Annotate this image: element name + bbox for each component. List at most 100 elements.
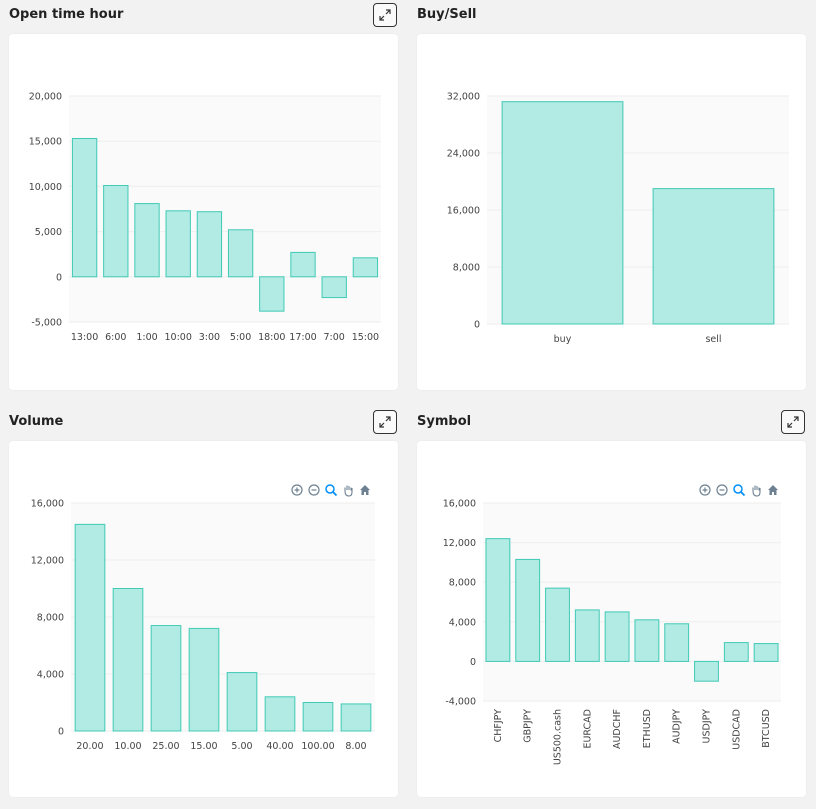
bar-USDCAD[interactable] — [723, 642, 749, 662]
bar-USDJPY[interactable] — [694, 660, 719, 682]
y-tick-label: 0 — [56, 272, 62, 283]
y-tick-label: 4,000 — [449, 617, 476, 628]
buysell-chart: 0 8,000 16,000 24,000 32,000 buy sell — [447, 92, 789, 345]
x-tick-label: 10:00 — [165, 332, 192, 343]
x-tick-label: 6:00 — [105, 332, 126, 343]
buysell-title: Buy/Sell — [417, 7, 477, 22]
y-tick-label: 5,000 — [35, 227, 62, 238]
y-tick-label: 8,000 — [453, 263, 480, 274]
buysell-card: 0 8,000 16,000 24,000 32,000 buy sell — [417, 34, 806, 390]
zoom-select-icon[interactable] — [732, 483, 746, 497]
bar-7:00[interactable] — [321, 276, 347, 299]
home-reset-icon[interactable] — [358, 483, 372, 497]
y-tick-label: 12,000 — [443, 538, 476, 549]
symbol-card: -4,000 0 4,000 8,000 12,000 16,000 CHFJPY GBPJP… — [417, 441, 806, 797]
bar-100.00[interactable] — [302, 702, 334, 732]
bar-10.00[interactable] — [112, 588, 144, 732]
bar-10:00[interactable] — [165, 210, 191, 278]
y-tick-label: 8,000 — [449, 578, 476, 589]
x-tick-label: 5:00 — [230, 332, 251, 343]
bar-5.00[interactable] — [226, 672, 258, 732]
bar-40.00[interactable] — [264, 696, 296, 732]
y-tick-label: 16,000 — [31, 499, 64, 510]
x-tick-label: USDCAD — [731, 709, 742, 750]
y-tick-label: -5,000 — [31, 318, 62, 329]
bar-17:00[interactable] — [290, 251, 316, 278]
expand-icon — [379, 9, 391, 21]
y-tick-label: 15,000 — [29, 137, 62, 148]
bar-ETHUSD[interactable] — [634, 619, 660, 662]
volume-title: Volume — [9, 414, 64, 429]
x-tick-label: 18:00 — [258, 332, 285, 343]
bar-EURCAD[interactable] — [574, 609, 600, 662]
y-tick-label: 24,000 — [447, 149, 480, 160]
volume-chart-toolbar — [290, 483, 372, 497]
symbol-title: Symbol — [417, 414, 472, 429]
x-tick-label: buy — [554, 334, 572, 345]
bar-18:00[interactable] — [259, 276, 285, 312]
x-tick-label: 1:00 — [136, 332, 157, 343]
x-tick-label: 5.00 — [231, 741, 252, 752]
open-time-title: Open time hour — [9, 7, 124, 22]
bar-AUDJPY[interactable] — [664, 623, 690, 662]
bar-13:00[interactable] — [71, 137, 98, 278]
pan-hand-icon[interactable] — [341, 483, 355, 497]
x-tick-label: 25.00 — [152, 741, 179, 752]
y-tick-label: 12,000 — [31, 556, 64, 567]
bar-BTCUSD[interactable] — [753, 643, 779, 662]
open-time-card: -5,000 0 5,000 10,000 15,000 20,000 13:00 6:00 1… — [9, 34, 398, 390]
x-tick-label: BTCUSD — [761, 709, 772, 748]
home-reset-icon[interactable] — [766, 483, 780, 497]
x-tick-label: 10.00 — [114, 741, 141, 752]
x-tick-label: 15:00 — [352, 332, 379, 343]
bar-8.00[interactable] — [340, 703, 372, 732]
bar-5:00[interactable] — [227, 229, 254, 278]
x-tick-label: 8.00 — [345, 741, 366, 752]
bar-6:00[interactable] — [103, 184, 129, 278]
x-tick-label: AUDCHF — [612, 709, 623, 749]
zoom-in-icon[interactable] — [698, 483, 712, 497]
bar-AUDCHF[interactable] — [604, 611, 630, 662]
pan-hand-icon[interactable] — [749, 483, 763, 497]
bar-3:00[interactable] — [196, 211, 223, 278]
bar-buy[interactable] — [501, 101, 624, 325]
zoom-select-icon[interactable] — [324, 483, 338, 497]
zoom-in-icon[interactable] — [290, 483, 304, 497]
y-tick-label: 32,000 — [447, 92, 480, 103]
expand-icon — [787, 416, 799, 428]
bar-1:00[interactable] — [134, 203, 160, 278]
x-tick-label: GBPJPY — [523, 709, 534, 743]
y-tick-label: 10,000 — [29, 182, 62, 193]
bar-US500.cash[interactable] — [545, 587, 570, 662]
y-tick-label: -4,000 — [445, 697, 476, 708]
bar-20.00[interactable] — [74, 523, 106, 732]
y-tick-label: 0 — [58, 727, 64, 738]
open-time-expand-button[interactable] — [373, 3, 397, 27]
open-time-chart: -5,000 0 5,000 10,000 15,000 20,000 13:00 6:00 1… — [29, 92, 381, 343]
y-tick-label: 20,000 — [29, 92, 62, 103]
bar-GBPJPY[interactable] — [515, 558, 541, 662]
volume-chart: 0 4,000 8,000 12,000 16,000 20.00 10.00 25.00 15… — [31, 499, 375, 752]
x-tick-label: 3:00 — [199, 332, 220, 343]
x-tick-label: USDJPY — [702, 709, 713, 744]
y-tick-label: 16,000 — [447, 206, 480, 217]
bar-sell[interactable] — [652, 188, 775, 325]
expand-icon — [379, 416, 391, 428]
volume-expand-button[interactable] — [373, 410, 397, 434]
x-tick-label: 15.00 — [190, 741, 217, 752]
zoom-out-icon[interactable] — [307, 483, 321, 497]
bar-15:00[interactable] — [352, 257, 379, 278]
zoom-out-icon[interactable] — [715, 483, 729, 497]
bar-25.00[interactable] — [150, 625, 182, 732]
y-tick-label: 8,000 — [37, 613, 64, 624]
bar-15.00[interactable] — [188, 627, 220, 732]
y-tick-label: 0 — [470, 657, 476, 668]
x-tick-label: EURCAD — [582, 709, 593, 749]
symbol-chart: -4,000 0 4,000 8,000 12,000 16,000 CHFJPY GBPJP… — [443, 499, 781, 765]
bar-CHFJPY[interactable] — [485, 538, 511, 662]
volume-card: 0 4,000 8,000 12,000 16,000 20.00 10.00 25.00 15… — [9, 441, 398, 797]
symbol-expand-button[interactable] — [781, 410, 805, 434]
x-tick-label: US500.cash — [553, 709, 564, 765]
x-tick-label: 100.00 — [301, 741, 334, 752]
y-tick-label: 16,000 — [443, 499, 476, 510]
